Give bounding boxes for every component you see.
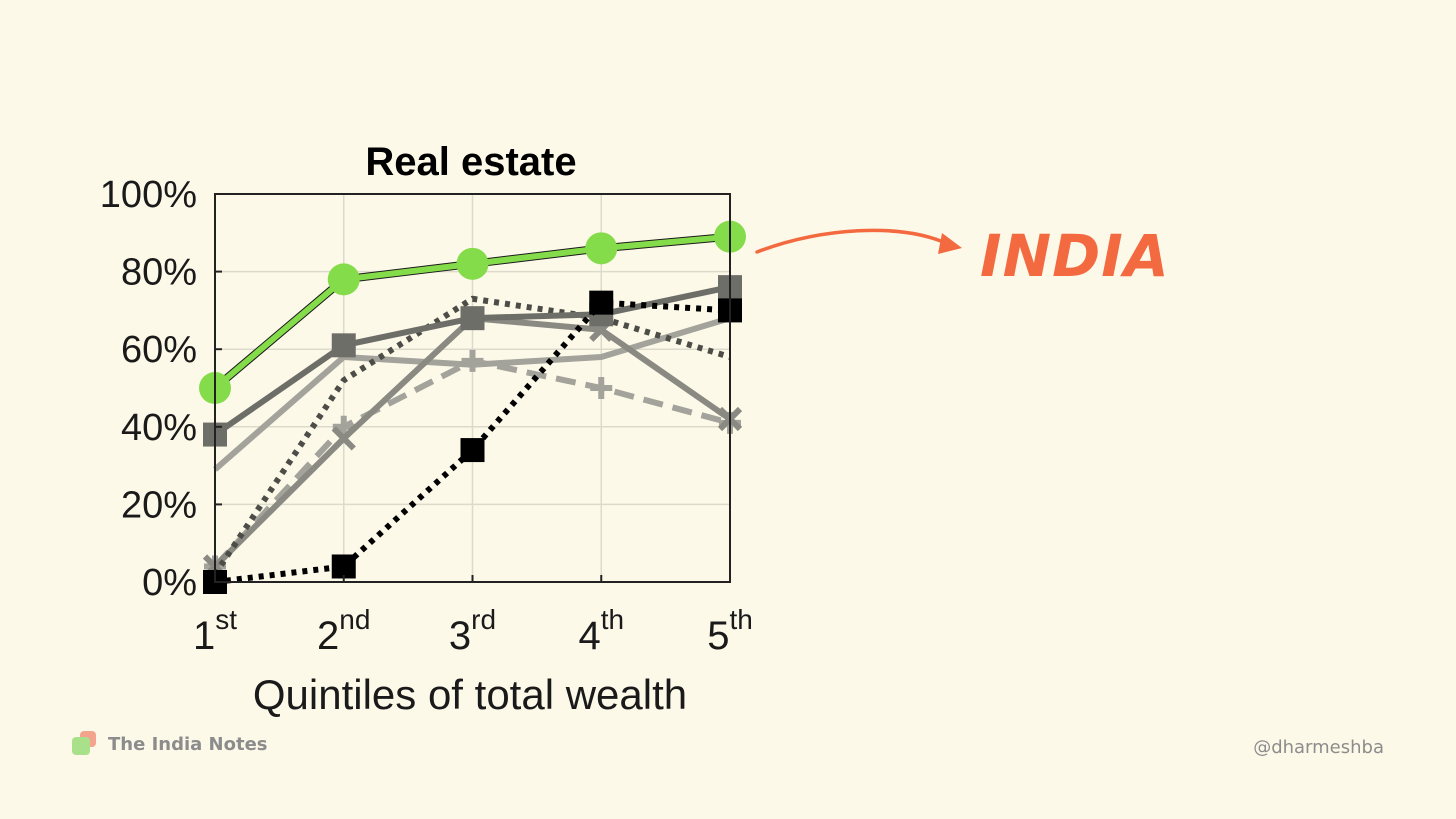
series-line — [212, 295, 731, 576]
data-point-square — [460, 306, 485, 331]
y-tick-label: 40% — [121, 407, 197, 449]
y-tick-label: 60% — [121, 329, 197, 371]
x-tick-label: 5th — [707, 604, 753, 658]
data-point-square — [331, 554, 356, 579]
data-point-plus — [590, 377, 613, 399]
annotation-arrowhead — [938, 233, 962, 254]
data-point-circle — [585, 232, 618, 265]
annotation-label: INDIA — [980, 222, 1170, 290]
annotation: INDIA — [755, 222, 1170, 290]
ticks: 0% 20% 40% 60% 80% 100% 1st 2nd 3rd 4th 5th — [100, 174, 753, 658]
data-point-x — [331, 426, 356, 451]
data-point-square — [331, 333, 356, 358]
y-tick-label: 20% — [121, 484, 197, 526]
x-tick-label: 4th — [578, 604, 624, 658]
x-tick-label: 1st — [193, 604, 237, 658]
author-handle: @dharmeshba — [1253, 737, 1384, 758]
data-point-circle — [327, 263, 360, 296]
data-point-plus — [332, 415, 355, 438]
y-tick-label: 0% — [142, 562, 197, 604]
data-point-circle — [456, 247, 489, 280]
x-tick-label: 2nd — [317, 604, 370, 658]
data-point-square — [460, 438, 485, 463]
x-axis-label: Quintiles of total wealth — [253, 671, 687, 718]
y-tick-label: 100% — [100, 174, 197, 216]
chart-title: Real estate — [365, 140, 576, 184]
data-point-square — [589, 290, 614, 315]
series-3 — [212, 295, 731, 576]
data-point-plus — [461, 349, 484, 372]
x-tick-label: 3rd — [449, 604, 496, 658]
brand-logo-icon — [72, 731, 98, 757]
y-tick-label: 80% — [121, 252, 197, 294]
brand-name: The India Notes — [108, 733, 268, 755]
series-line — [214, 299, 731, 585]
annotation-arrow — [755, 228, 950, 254]
brand: The India Notes — [72, 731, 268, 757]
